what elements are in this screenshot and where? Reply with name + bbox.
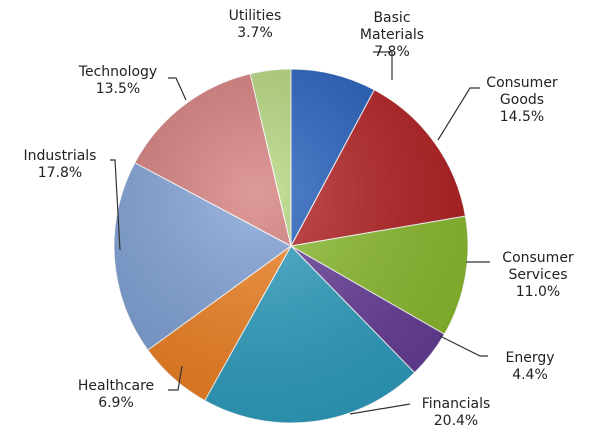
slice-label: Industrials 17.8%: [0, 148, 120, 182]
leader-line: [349, 403, 411, 415]
slice-label: Utilities 3.7%: [195, 8, 315, 42]
category: Consumer Services: [502, 250, 574, 283]
category: Basic Materials: [359, 10, 425, 43]
leader-line: [373, 51, 393, 80]
slices: [113, 68, 469, 424]
value-label: 14.5%: [499, 109, 545, 125]
category: Industrials: [23, 148, 97, 164]
leader-line: [437, 87, 480, 141]
slice-label: Healthcare 6.9%: [56, 378, 176, 412]
value-label: 6.9%: [98, 395, 134, 411]
category: Technology: [78, 64, 158, 80]
leader-line: [168, 77, 187, 101]
category: Energy: [505, 350, 555, 366]
value-label: 17.8%: [37, 165, 83, 181]
category: Consumer Goods: [486, 75, 558, 108]
slice-label: Financials 20.4%: [396, 396, 516, 430]
value-label: 7.8%: [374, 44, 410, 60]
leader-line: [110, 159, 121, 251]
value-label: 20.4%: [433, 413, 479, 429]
leader-line: [168, 365, 183, 391]
category: Healthcare: [77, 378, 155, 394]
slice-label: Technology 13.5%: [58, 64, 178, 98]
leader-line: [439, 335, 488, 357]
value-label: 13.5%: [95, 81, 141, 97]
slice-label: Basic Materials 7.8%: [352, 10, 432, 61]
slice-label: Consumer Services 11.0%: [493, 250, 583, 301]
category: Financials: [421, 396, 491, 412]
value-label: 4.4%: [512, 367, 548, 383]
slice-label: Energy 4.4%: [470, 350, 590, 384]
slice-label: Consumer Goods 14.5%: [477, 75, 567, 126]
category: Utilities: [228, 8, 282, 24]
value-label: 11.0%: [515, 284, 561, 300]
value-label: 3.7%: [237, 25, 273, 41]
